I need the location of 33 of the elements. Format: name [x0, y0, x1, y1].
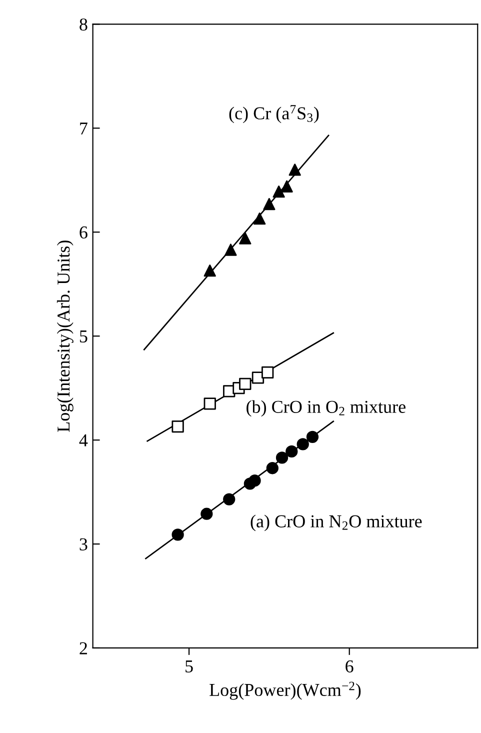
y-tick-label: 6	[80, 226, 88, 239]
point	[172, 420, 184, 433]
point	[276, 452, 288, 464]
point	[306, 430, 319, 443]
point	[286, 445, 298, 458]
series-label: (b) CrO in O$_{2}$ mixture	[246, 400, 406, 417]
y-tick-label: 4	[79, 434, 88, 446]
point	[239, 378, 252, 390]
point	[280, 180, 293, 192]
point	[200, 508, 213, 520]
point	[172, 528, 184, 541]
y-axis-title: Log(Intensity)(Arb. Units)	[56, 240, 74, 432]
y-tick-label: 3	[80, 538, 88, 550]
point	[254, 212, 266, 225]
text: (c) Cr (a$^{7}$S$_{3}$)	[229, 105, 319, 124]
point	[248, 474, 261, 487]
y-tick-label: 7	[80, 122, 88, 134]
point	[296, 438, 309, 450]
point	[204, 398, 216, 410]
point	[224, 244, 237, 256]
point	[223, 493, 236, 506]
series-label: (a) CrO in N$_{2}$O mixture	[250, 514, 422, 532]
point	[204, 264, 216, 277]
point	[262, 366, 274, 379]
point	[288, 164, 301, 176]
y-tick-label: 2	[80, 642, 87, 654]
y-tick-label: 5	[80, 330, 88, 343]
point	[263, 198, 276, 210]
point	[266, 462, 278, 474]
point	[239, 232, 252, 244]
x-axis-title: Log(Power)(Wcm$^{−2}$)	[210, 682, 361, 700]
y-tick-label: 8	[80, 18, 88, 31]
point	[272, 185, 285, 198]
